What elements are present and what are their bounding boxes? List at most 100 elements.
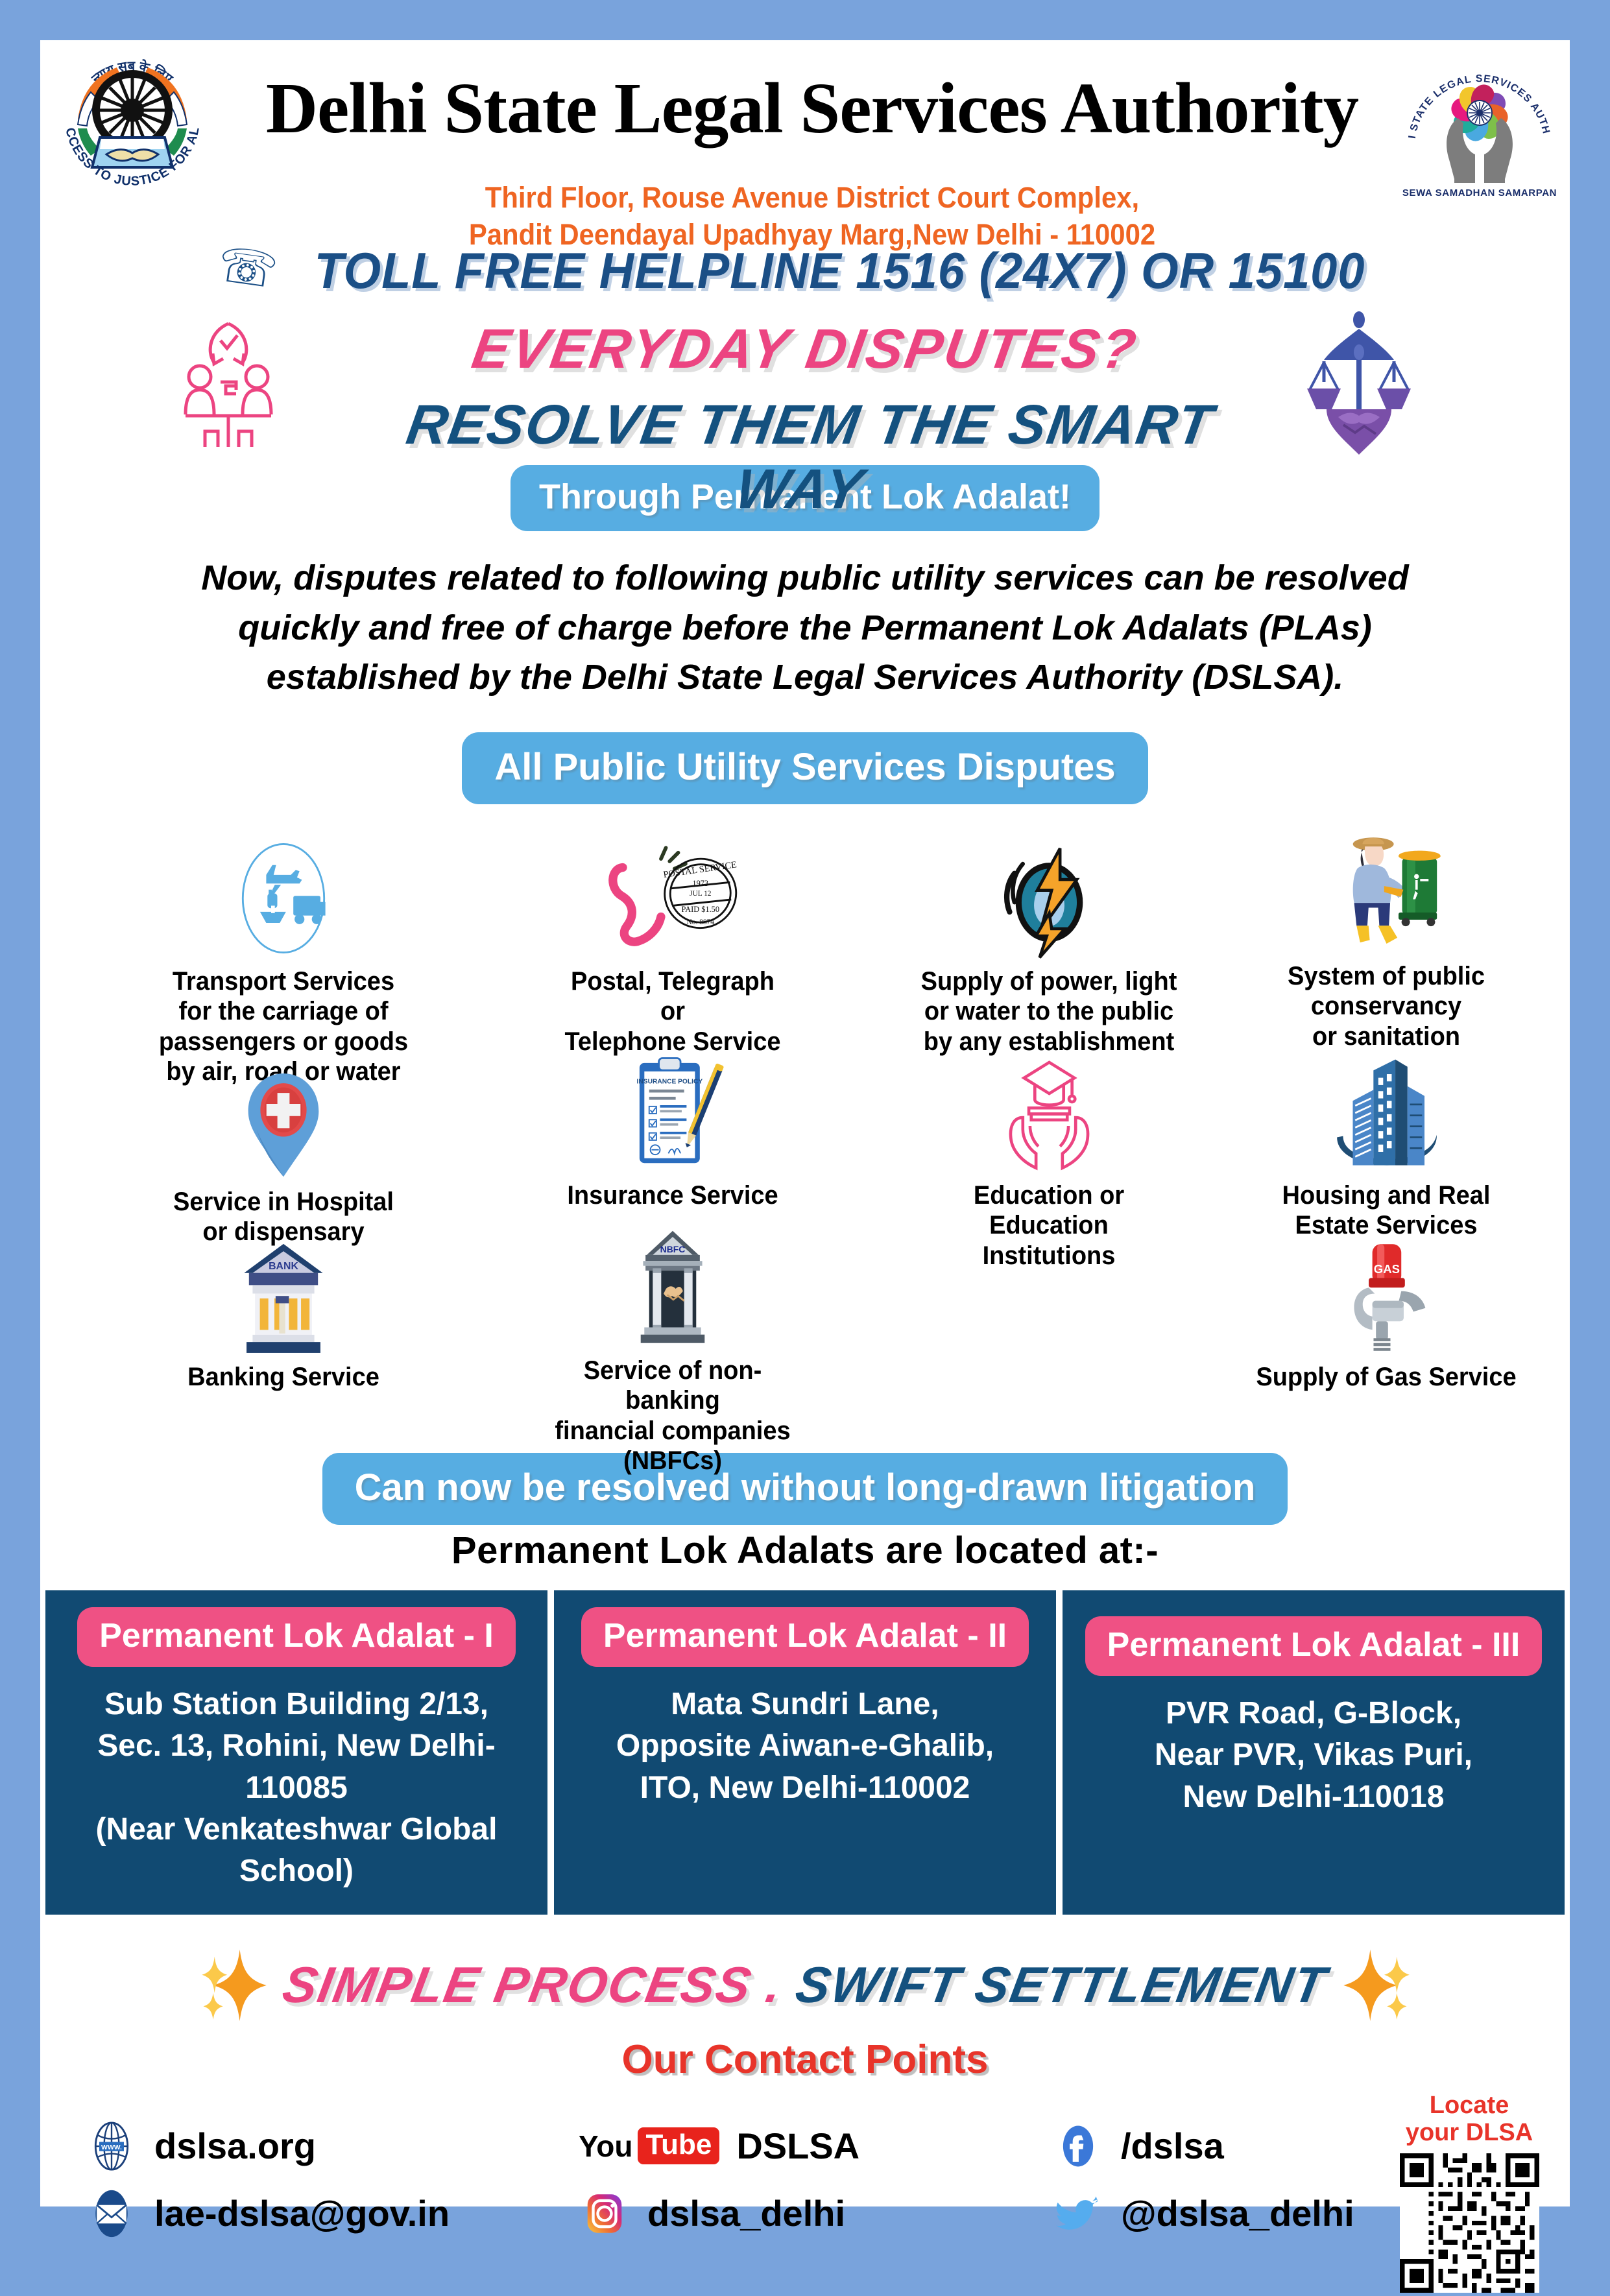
contact-email[interactable]: lae-dslsa@gov.in — [86, 2180, 450, 2247]
service-item-housing: Housing and Real Estate Services — [1247, 1044, 1526, 1241]
locate-your-dlsa-block: Locate your DLSA — [1395, 2092, 1544, 2296]
service-item-nbfc: NBFC Service of non-bank — [533, 1219, 812, 1476]
service-item-gas: GAS Supply of Gas Service — [1247, 1226, 1526, 1392]
nbfc-institution-handshake-icon: NBFC — [533, 1219, 812, 1349]
service-item-education: Education or Education Institutions — [909, 1044, 1188, 1271]
bank-building-icon: BANK — [144, 1226, 423, 1356]
service-item-insurance: INSURANCE POLICY — [533, 1044, 812, 1210]
youtube-handle: DSLSA — [736, 2125, 860, 2167]
tagline-blue: SWIFT SETTLEMENT — [791, 1956, 1332, 2014]
pill-through-wrap: Through Permanent Lok Adalat! — [40, 465, 1570, 531]
service-caption: Banking Service — [187, 1363, 379, 1392]
facebook-handle: /dslsa — [1121, 2125, 1224, 2167]
gas-label: GAS — [1374, 1262, 1400, 1276]
contact-website[interactable]: WWW. dslsa.org — [86, 2112, 450, 2180]
service-caption: Service in Hospital or dispensary — [173, 1188, 394, 1247]
slogan-line-2: RESOLVE THEM THE SMART WAY — [402, 394, 1218, 520]
service-item-transport: Transport Services for the carriage of pas… — [144, 830, 423, 1087]
qr-label-line-1: Locate — [1429, 2091, 1509, 2119]
helpline-text: TOLL FREE HELPLINE 1516 (24X7) OR 15100 — [314, 241, 1365, 299]
nbfc-label: NBFC — [660, 1244, 686, 1254]
tagline-pink: SIMPLE PROCESS . — [278, 1956, 788, 2014]
service-caption: Service of non-banking financial companie… — [555, 1356, 791, 1476]
dslsa-logo: DELHI STATE LEGAL SERVICES AUTHORITY — [1394, 32, 1561, 202]
pla-card-1: Permanent Lok Adalat - I Sub Station Bui… — [45, 1590, 547, 1915]
service-caption: Education or Education Institutions — [973, 1181, 1125, 1270]
phone-icon: ☏ — [214, 237, 282, 299]
service-item-banking: BANK Banking Service — [144, 1226, 423, 1392]
svg-text:SEWA SAMADHAN SAMARPAN: SEWA SAMADHAN SAMARPAN — [1402, 187, 1557, 198]
transport-plane-ship-truck-icon — [144, 830, 423, 960]
website-text: dslsa.org — [154, 2125, 316, 2167]
slogan-block: EVERYDAY DISPUTES? RESOLVE THEM THE SMAR… — [40, 309, 1570, 520]
qr-label-line-2: your DLSA — [1405, 2119, 1533, 2147]
pla-card-3: Permanent Lok Adalat - III PVR Road, G-B… — [1063, 1590, 1565, 1915]
tagline-row: SIMPLE PROCESS . SWIFT SETTLEMENT — [40, 1937, 1570, 2034]
globe-www-icon: WWW. — [86, 2120, 138, 2172]
contact-youtube[interactable]: You Tube DSLSA — [579, 2112, 859, 2180]
pla-address: PVR Road, G-Block, Near PVR, Vikas Puri, N… — [1154, 1696, 1473, 1814]
slogan-lines: EVERYDAY DISPUTES? RESOLVE THEM THE SMAR… — [352, 317, 1258, 521]
contacts-section: WWW. dslsa.org lae-dslsa@gov.in — [40, 2092, 1570, 2293]
sparkle-icon — [1343, 1949, 1410, 2021]
poster-header: न्याय सब के लिए — [40, 29, 1570, 251]
contact-instagram[interactable]: dslsa_delhi — [579, 2180, 859, 2247]
contacts-column-1: WWW. dslsa.org lae-dslsa@gov.in — [86, 2112, 450, 2247]
postal-stamp-telephone-icon: POSTAL SERVICE 1973 JUL 12 PAID $1.50 No… — [533, 830, 812, 960]
gas-cylinder-burner-icon: GAS — [1247, 1226, 1526, 1356]
sanitation-worker-bin-icon — [1247, 825, 1526, 955]
pill-all-services-wrap: All Public Utility Services Disputes — [40, 732, 1570, 805]
mediation-table-icon — [163, 317, 293, 453]
pla-address: Mata Sundri Lane, Opposite Aiwan-e-Ghalib… — [616, 1687, 994, 1805]
contacts-column-2: You Tube DSLSA — [579, 2112, 859, 2247]
power-water-droplet-bolt-icon — [909, 830, 1188, 960]
org-address: Third Floor, Rouse Avenue District Court… — [287, 180, 1337, 253]
svg-text:WWW.: WWW. — [101, 2144, 122, 2151]
svg-text:JUL 12: JUL 12 — [690, 890, 712, 898]
insurance-policy-clipboard-icon: INSURANCE POLICY — [533, 1044, 812, 1174]
envelope-icon — [86, 2188, 138, 2240]
youtube-you-text: You — [579, 2129, 633, 2163]
hospital-map-pin-cross-icon — [144, 1051, 423, 1180]
pill-resolved-wrap: Can now be resolved without long-drawn l… — [40, 1453, 1570, 1525]
pla-badge: Permanent Lok Adalat - II — [581, 1607, 1029, 1668]
address-line-2: Pandit Deendayal Upadhyay Marg,New Delhi… — [468, 217, 1156, 251]
youtube-tube-text: Tube — [638, 2127, 720, 2165]
svg-text:No. 8874: No. 8874 — [687, 918, 715, 926]
contact-twitter[interactable]: @dslsa_delhi — [1052, 2180, 1354, 2247]
pill-can-now-be-resolved: Can now be resolved without long-drawn l… — [322, 1453, 1288, 1525]
service-caption: Supply of power, light or water to the pu… — [920, 967, 1177, 1056]
service-caption: Supply of Gas Service — [1256, 1363, 1517, 1392]
poster-canvas: न्याय सब के लिए — [40, 29, 1570, 2293]
service-item-power: Supply of power, light or water to the pu… — [909, 830, 1188, 1057]
page-title: Delhi State Legal Services Authority — [265, 69, 1359, 149]
housing-buildings-icon — [1247, 1044, 1526, 1174]
contacts-column-3: /dslsa @dslsa_delhi — [1052, 2112, 1354, 2247]
service-item-hospital: Service in Hospital or dispensary — [144, 1051, 423, 1247]
email-text: lae-dslsa@gov.in — [154, 2193, 450, 2234]
youtube-icon: You Tube — [579, 2127, 720, 2165]
service-item-postal: POSTAL SERVICE 1973 JUL 12 PAID $1.50 No… — [533, 830, 812, 1057]
pla-badge: Permanent Lok Adalat - I — [77, 1607, 516, 1668]
service-caption: System of public conservancy or sanitation — [1287, 962, 1485, 1051]
svg-text:1973: 1973 — [692, 879, 708, 888]
pill-all-public-utility-services: All Public Utility Services Disputes — [462, 732, 1148, 805]
instagram-handle: dslsa_delhi — [647, 2193, 846, 2234]
intro-paragraph: Now, disputes related to following publi… — [201, 558, 1409, 697]
toll-free-helpline: ☏ TOLL FREE HELPLINE 1516 (24X7) OR 1510… — [40, 232, 1570, 309]
pla-badge: Permanent Lok Adalat - III — [1085, 1616, 1543, 1677]
service-caption: Postal, Telegraph or Telephone Service — [564, 967, 781, 1056]
address-line-1: Third Floor, Rouse Avenue District Court… — [485, 181, 1140, 214]
contact-facebook[interactable]: /dslsa — [1052, 2112, 1354, 2180]
sparkle-icon — [202, 1949, 267, 2021]
qr-code-icon[interactable] — [1399, 2153, 1539, 2293]
bank-label: BANK — [269, 1261, 298, 1272]
service-caption: Insurance Service — [567, 1181, 778, 1210]
located-at-title: Permanent Lok Adalats are located at:- — [451, 1529, 1159, 1572]
access-to-justice-emblem: न्याय सब के लिए — [49, 29, 210, 196]
education-graduation-hands-icon — [909, 1044, 1188, 1174]
services-grid: Transport Services for the carriage of pas… — [40, 830, 1570, 1475]
scales-of-justice-handshake-icon — [1288, 309, 1430, 459]
pla-cards-row: Permanent Lok Adalat - I Sub Station Bui… — [40, 1590, 1570, 1915]
pla-address: Sub Station Building 2/13, Sec. 13, Rohin… — [95, 1687, 498, 1889]
